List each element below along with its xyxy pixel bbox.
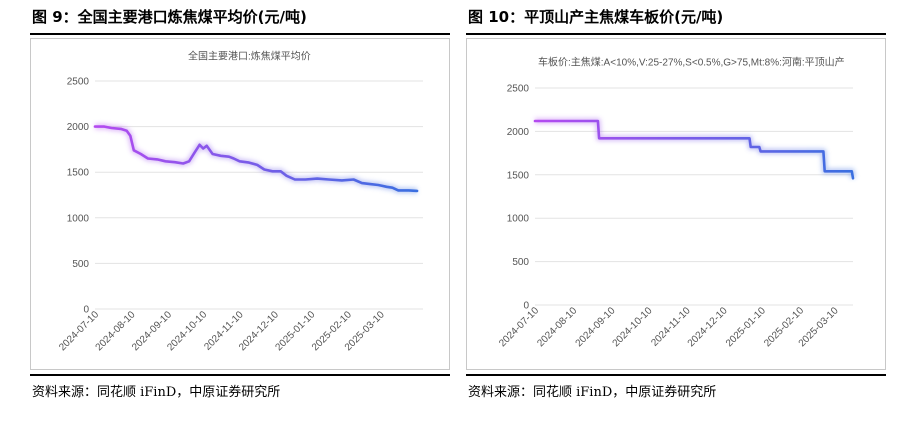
y-tick-label: 2500	[67, 77, 90, 88]
figure-9-plot-area: 0 500 1000 1500 2000 2500 2024-07-10 2024-08-10…	[30, 38, 450, 370]
figure-10-chart: 0 500 1000 1500 2000 2500 2024-07-102024-08-10…	[497, 56, 856, 349]
y-tick-label: 0	[523, 301, 529, 312]
y-tick-label: 0	[83, 305, 89, 316]
figure-10-top-rule	[466, 33, 886, 35]
y-tick-label: 1500	[507, 170, 530, 181]
y-tick-label: 500	[72, 259, 89, 270]
x-tick-label: 2025-01-10	[724, 305, 768, 349]
series-line	[93, 125, 419, 193]
y-tick-label: 500	[512, 257, 529, 268]
series-line-glow	[95, 123, 418, 194]
x-tick-label: 2024-10-10	[611, 305, 655, 349]
y-tick-label: 1500	[67, 168, 90, 179]
figure-10-title: 图 10：平顶山产主焦煤车板价(元/吨)	[468, 8, 724, 26]
x-tick-label: 2024-07-10	[497, 305, 541, 349]
figure-9-bottom-rule	[30, 374, 450, 376]
y-tick-label: 2000	[67, 122, 90, 133]
y-tick-label: 2500	[507, 84, 530, 95]
legend-label: 全国主要港口:炼焦煤平均价	[188, 50, 311, 63]
y-tick-label: 2000	[507, 127, 530, 138]
series-line	[533, 119, 855, 180]
figure-9-source: 资料来源：同花顺 iFinD，中原证券研究所	[32, 385, 281, 400]
figure-10-source: 资料来源：同花顺 iFinD，中原证券研究所	[468, 385, 717, 400]
legend-label: 车板价:主焦煤:A<10%,V:25-27%,S<0.5%,G>75,Mt:8%…	[538, 56, 845, 69]
figure-9-top-rule	[30, 33, 450, 35]
x-tick-label: 2024-08-10	[535, 305, 579, 349]
x-tick-label: 2024-12-10	[686, 305, 730, 349]
figure-9-chart: 050010001500200025002024-07-102024-08-10…	[57, 50, 423, 353]
y-tick-label: 1000	[507, 214, 530, 225]
figure-9-title: 图 9：全国主要港口炼焦煤平均价(元/吨)	[32, 8, 307, 26]
series-line-glow	[535, 118, 856, 179]
figure-10-bottom-rule	[466, 374, 886, 376]
y-tick-label: 1000	[67, 213, 90, 224]
figure-10-plot-area: 0 500 1000 1500 2000 2500 2024-07-10 2024-08-10…	[466, 38, 886, 370]
